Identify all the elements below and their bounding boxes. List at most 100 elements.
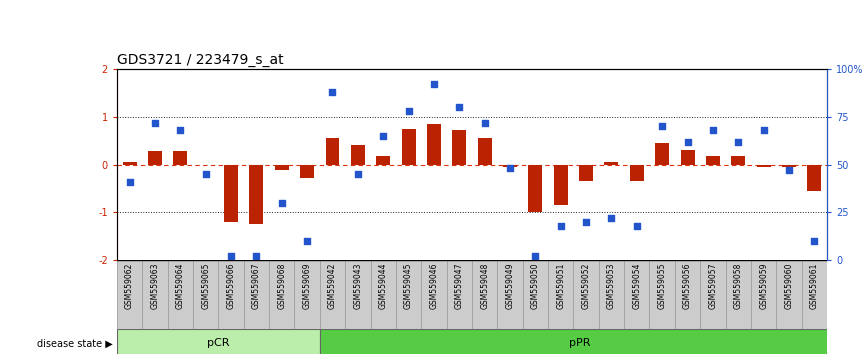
Bar xyxy=(402,129,416,165)
Text: GSM559069: GSM559069 xyxy=(302,262,312,309)
Text: GSM559063: GSM559063 xyxy=(151,262,159,309)
Point xyxy=(173,127,187,133)
Bar xyxy=(421,260,447,329)
Text: GSM559060: GSM559060 xyxy=(785,262,793,309)
Text: GSM559049: GSM559049 xyxy=(506,262,514,309)
Text: pCR: pCR xyxy=(207,338,229,348)
Bar xyxy=(320,329,827,354)
Bar xyxy=(503,165,517,167)
Bar xyxy=(396,260,421,329)
Text: pPR: pPR xyxy=(569,338,591,348)
Bar xyxy=(478,138,492,165)
Bar xyxy=(168,260,193,329)
Text: GDS3721 / 223479_s_at: GDS3721 / 223479_s_at xyxy=(117,53,283,67)
Point xyxy=(351,171,365,177)
Bar xyxy=(624,260,650,329)
Bar xyxy=(579,165,593,181)
Point xyxy=(807,238,821,244)
Bar xyxy=(326,138,339,165)
Point xyxy=(249,253,263,259)
Bar xyxy=(294,260,320,329)
Point xyxy=(452,104,466,110)
Text: GSM559050: GSM559050 xyxy=(531,262,540,309)
Bar xyxy=(173,151,187,165)
Bar xyxy=(218,260,243,329)
Bar xyxy=(447,260,472,329)
Text: GSM559061: GSM559061 xyxy=(810,262,819,309)
Point xyxy=(427,81,441,87)
Bar xyxy=(802,260,827,329)
Bar xyxy=(123,162,137,165)
Bar xyxy=(249,165,263,224)
Bar xyxy=(706,156,720,165)
Point xyxy=(478,120,492,125)
Bar xyxy=(142,260,168,329)
Bar xyxy=(224,165,238,222)
Text: GSM559051: GSM559051 xyxy=(556,262,565,309)
Bar xyxy=(301,165,314,178)
Point xyxy=(148,120,162,125)
Point xyxy=(782,167,796,173)
Point xyxy=(503,166,517,171)
Bar xyxy=(472,260,497,329)
Text: GSM559042: GSM559042 xyxy=(328,262,337,309)
Point xyxy=(528,253,542,259)
Bar xyxy=(452,130,466,165)
Bar xyxy=(701,260,726,329)
Text: GSM559067: GSM559067 xyxy=(252,262,261,309)
Bar xyxy=(528,165,542,212)
Point xyxy=(402,108,416,114)
Point xyxy=(579,219,593,225)
Bar xyxy=(681,150,695,165)
Point xyxy=(757,127,771,133)
Point xyxy=(630,223,643,229)
Point xyxy=(706,127,720,133)
Bar xyxy=(807,165,821,191)
Bar xyxy=(427,124,441,165)
Text: disease state ▶: disease state ▶ xyxy=(37,338,113,348)
Text: GSM559046: GSM559046 xyxy=(430,262,438,309)
Text: GSM559045: GSM559045 xyxy=(404,262,413,309)
Text: GSM559058: GSM559058 xyxy=(734,262,743,309)
Bar xyxy=(782,165,796,167)
Text: GSM559044: GSM559044 xyxy=(378,262,388,309)
Point xyxy=(326,89,339,95)
Bar xyxy=(573,260,598,329)
Bar xyxy=(117,260,142,329)
Point xyxy=(301,238,314,244)
Text: GSM559053: GSM559053 xyxy=(607,262,616,309)
Text: GSM559047: GSM559047 xyxy=(455,262,464,309)
Text: GSM559059: GSM559059 xyxy=(759,262,768,309)
Point xyxy=(123,179,137,185)
Text: GSM559055: GSM559055 xyxy=(657,262,667,309)
Text: GSM559062: GSM559062 xyxy=(125,262,134,309)
Bar xyxy=(776,260,802,329)
Bar xyxy=(346,260,371,329)
Text: GSM559068: GSM559068 xyxy=(277,262,287,309)
Point xyxy=(553,223,567,229)
Text: GSM559056: GSM559056 xyxy=(683,262,692,309)
Point xyxy=(376,133,390,139)
Bar xyxy=(497,260,523,329)
Text: GSM559057: GSM559057 xyxy=(708,262,717,309)
Bar xyxy=(148,151,162,165)
Bar xyxy=(604,162,618,165)
Bar xyxy=(351,145,365,165)
Bar xyxy=(523,260,548,329)
Text: GSM559048: GSM559048 xyxy=(480,262,489,309)
Point xyxy=(681,139,695,144)
Bar xyxy=(371,260,396,329)
Text: GSM559043: GSM559043 xyxy=(353,262,362,309)
Bar xyxy=(548,260,573,329)
Bar xyxy=(726,260,751,329)
Bar xyxy=(675,260,701,329)
Bar xyxy=(751,260,776,329)
Bar xyxy=(117,329,320,354)
Bar xyxy=(320,260,346,329)
Text: GSM559066: GSM559066 xyxy=(227,262,236,309)
Text: GSM559054: GSM559054 xyxy=(632,262,642,309)
Point xyxy=(224,253,238,259)
Bar xyxy=(656,143,669,165)
Bar xyxy=(598,260,624,329)
Bar xyxy=(553,165,568,205)
